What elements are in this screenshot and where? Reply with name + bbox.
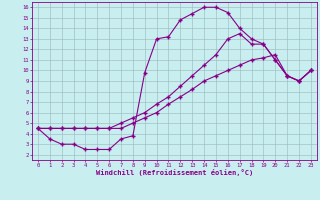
X-axis label: Windchill (Refroidissement éolien,°C): Windchill (Refroidissement éolien,°C) bbox=[96, 169, 253, 176]
